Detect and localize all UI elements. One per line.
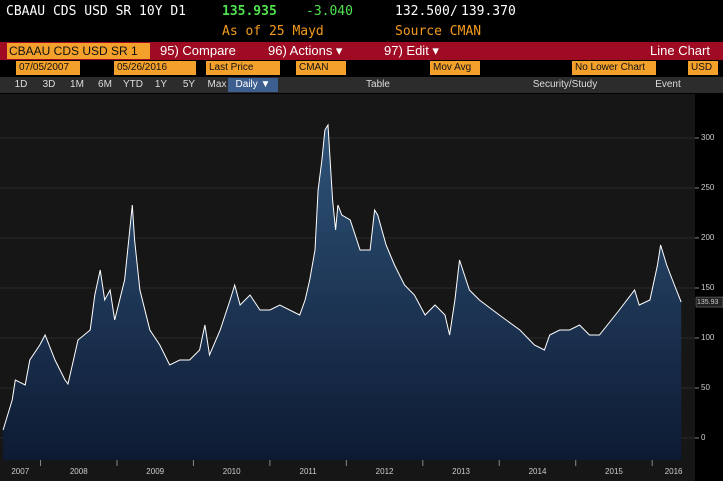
source: Source CMAN — [395, 24, 482, 39]
security-study-button[interactable]: Security/Study — [532, 79, 598, 90]
edit-menu[interactable]: 97) Edit ▾ — [384, 43, 439, 58]
end-date[interactable]: 05/26/2016 — [114, 61, 196, 75]
chart: 0 50 100 150 200 250 300 2007 2008 2009 2010 2011 20… — [0, 94, 723, 481]
y-tick-label: 150 — [701, 283, 715, 292]
y-tick-label: 100 — [701, 333, 715, 342]
menu-bar — [0, 42, 723, 60]
x-tick-label: 2008 — [70, 467, 88, 476]
as-of: As of 25 Mayd — [222, 24, 324, 39]
range-button[interactable]: 6M — [98, 79, 112, 90]
range-button[interactable]: 3D — [42, 79, 56, 90]
actions-menu[interactable]: 96) Actions ▾ — [268, 43, 343, 58]
currency-field[interactable]: USD — [688, 61, 718, 75]
range-button[interactable]: Max — [207, 79, 227, 90]
security-box[interactable]: CBAAU CDS USD SR 1 — [7, 43, 150, 59]
range-button[interactable]: 1D — [14, 79, 28, 90]
x-tick-label: 2011 — [300, 467, 318, 476]
range-sep: / — [450, 4, 458, 19]
range-button[interactable]: 5Y — [182, 79, 196, 90]
start-date[interactable]: 07/05/2007 — [16, 61, 80, 75]
price: 135.935 — [222, 4, 277, 19]
x-tick-label: 2007 — [11, 467, 29, 476]
last-price-tag — [695, 296, 723, 308]
x-tick-label: 2010 — [223, 467, 241, 476]
range-button[interactable]: 1Y — [154, 79, 168, 90]
study-field[interactable]: Mov Avg — [430, 61, 480, 75]
y-tick-label: 250 — [701, 183, 715, 192]
y-tick-label: 50 — [701, 383, 710, 392]
range-low: 132.500 — [395, 4, 450, 19]
price-field[interactable]: Last Price — [206, 61, 280, 75]
source-field[interactable]: CMAN — [296, 61, 346, 75]
button-bar — [0, 77, 723, 93]
x-tick-label: 2014 — [529, 467, 547, 476]
x-tick-label: 2009 — [146, 467, 164, 476]
range-high: 139.370 — [461, 4, 516, 19]
event-button[interactable]: Event — [655, 79, 681, 90]
change: -3.040 — [306, 4, 353, 19]
y-tick-label: 300 — [701, 133, 715, 142]
x-tick-label: 2016 — [665, 467, 683, 476]
x-tick-label: 2015 — [605, 467, 623, 476]
range-button[interactable]: 1M — [70, 79, 84, 90]
y-tick-label: 0 — [701, 433, 706, 442]
compare-menu[interactable]: 95) Compare — [160, 43, 236, 58]
range-button[interactable]: YTD — [123, 79, 143, 90]
ticker: CBAAU CDS USD SR 10Y D1 — [6, 4, 187, 19]
x-tick-label: 2012 — [376, 467, 394, 476]
lower-field[interactable]: No Lower Chart — [572, 61, 656, 75]
table-button[interactable]: Table — [366, 79, 390, 90]
price-line — [2, 123, 682, 431]
y-tick-label: 200 — [701, 233, 715, 242]
x-tick-label: 2013 — [452, 467, 470, 476]
area — [3, 125, 682, 460]
last-price-label: 135.93 — [697, 299, 719, 306]
chart-type: Line Chart — [650, 43, 710, 58]
period-button[interactable]: Daily ▼ — [228, 78, 278, 92]
axis-bg — [695, 94, 723, 481]
